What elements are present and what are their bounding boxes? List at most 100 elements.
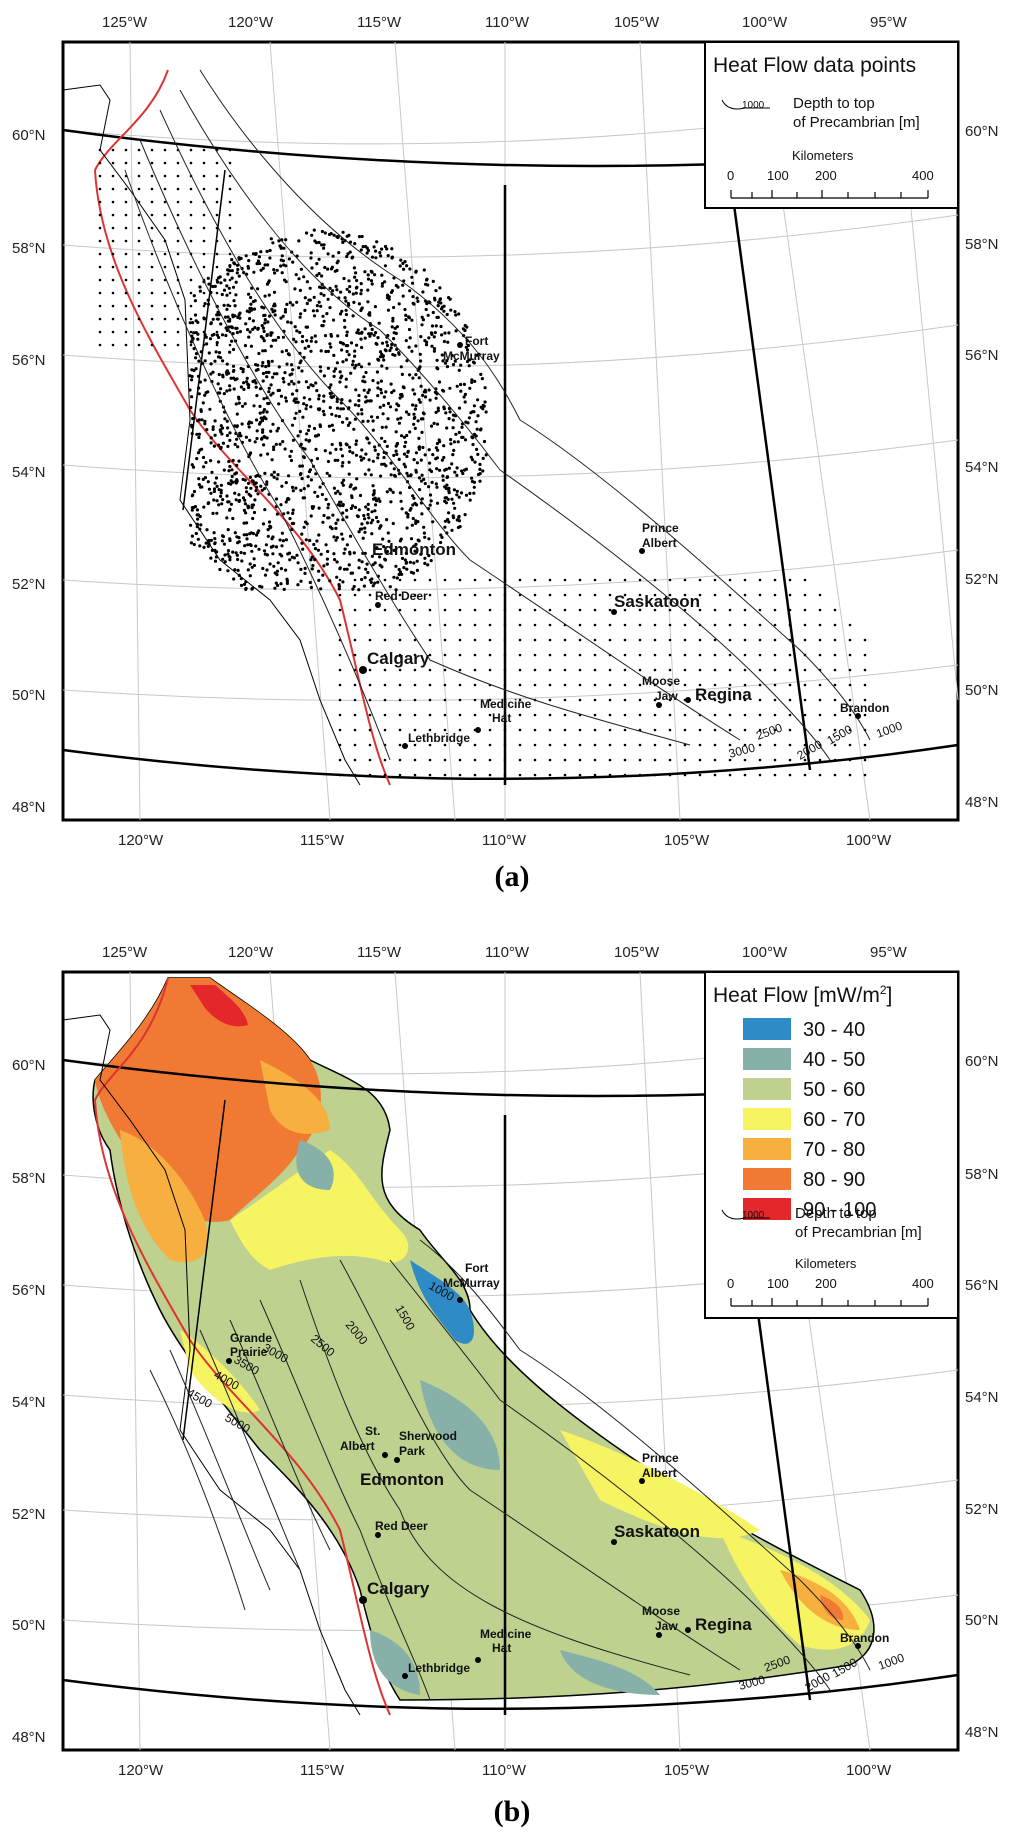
data-point [359,458,364,462]
data-point [623,668,627,672]
data-point [215,174,219,178]
data-point [223,553,227,557]
data-point [295,329,299,333]
data-point [374,249,378,253]
data-point [163,226,167,230]
data-point [380,282,384,286]
data-point [201,455,206,460]
data-point [261,371,265,376]
data-point [328,406,332,410]
data-point [250,506,254,510]
data-point [354,271,358,275]
data-point [353,653,357,657]
city-lethbridge: Lethbridge [408,1661,470,1675]
data-point [244,586,248,591]
data-point [473,713,477,717]
city-marker [639,548,645,554]
data-point [235,463,239,467]
data-point [413,392,417,396]
data-point [548,743,552,747]
data-point [713,743,717,747]
data-point [245,376,249,380]
data-point [357,302,361,306]
data-point [368,608,372,612]
data-point [219,494,223,498]
data-point [359,455,363,459]
data-point [638,698,642,702]
data-point [202,317,206,321]
data-point [788,578,792,582]
data-point [245,537,249,541]
data-point [713,623,717,627]
legend-swatch [743,1168,791,1190]
data-point [344,312,348,317]
data-point [398,773,402,777]
data-point [335,575,339,579]
data-point [471,410,475,414]
data-point [548,683,552,687]
data-point [668,668,672,672]
data-point [758,668,762,672]
data-point [458,608,462,612]
data-point [330,527,334,531]
data-point [124,265,128,269]
ab-bc-border [182,1099,226,1441]
data-point [429,499,433,503]
lon-label: 115°W [300,832,345,849]
data-point [503,758,507,762]
city-marker [611,609,617,615]
data-point [124,330,128,334]
data-point [743,593,747,597]
data-point [292,556,296,560]
data-point [205,528,209,532]
city-marker [457,1297,463,1303]
data-point [255,429,259,433]
cities: Fort McMurray Grande Prairie St. Albert … [226,1261,889,1679]
data-point [230,468,234,472]
data-point [219,387,223,391]
data-point [219,281,223,285]
data-point [608,773,612,777]
data-point [563,758,567,762]
data-point [280,554,284,558]
data-point [443,361,448,365]
scale-tick-label: 200 [815,168,837,183]
data-point [337,251,341,255]
data-point [225,419,229,423]
data-point [124,304,128,308]
data-point [215,313,219,317]
data-point [653,698,657,702]
data-point [608,743,612,747]
data-point [369,279,374,283]
legend-class-label: 40 - 50 [803,1049,865,1071]
data-point [450,462,454,466]
data-point [239,551,243,555]
data-point [327,424,331,428]
data-point [331,395,336,399]
data-point [331,318,336,322]
data-point [206,302,211,306]
data-point [289,458,294,463]
data-point [331,428,336,432]
data-point [284,538,288,542]
data-point [818,683,822,687]
data-point [518,638,522,642]
data-point [197,359,201,363]
data-point [863,758,867,762]
data-point [365,521,369,525]
data-point [235,535,239,539]
data-point [328,579,332,583]
data-point [163,239,167,243]
data-point [380,341,385,345]
lat-label: 56°N [12,1282,46,1299]
data-point [231,369,235,373]
data-point [338,504,342,508]
data-point [271,241,275,245]
zone-40-50 [370,1630,420,1695]
data-point [533,758,537,762]
data-point [291,260,295,264]
data-point [335,261,339,265]
data-point [347,563,351,567]
data-point [460,425,464,429]
data-point [434,324,438,328]
